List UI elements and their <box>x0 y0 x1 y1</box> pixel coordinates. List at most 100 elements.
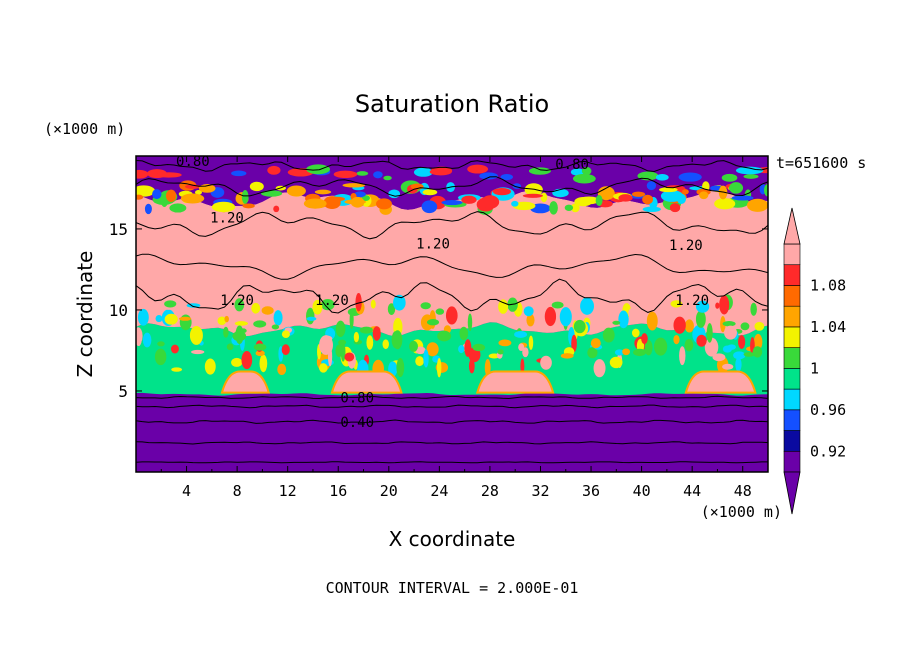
field-texture <box>684 338 694 352</box>
colorbar-over-arrow <box>783 207 801 245</box>
field-texture <box>721 173 738 182</box>
colorbar-segment <box>783 347 801 369</box>
field-texture <box>318 363 328 373</box>
field-texture <box>335 344 344 358</box>
field-texture <box>712 353 726 362</box>
field-texture <box>678 172 702 182</box>
field-texture <box>223 326 229 338</box>
field-texture <box>273 310 283 326</box>
contour-label-text: 0.80 <box>555 157 589 173</box>
field-texture <box>349 310 354 329</box>
field-texture <box>437 330 452 342</box>
chart-title: Saturation Ratio <box>355 90 549 118</box>
field-texture <box>170 344 179 354</box>
field-texture <box>251 302 261 314</box>
field-texture <box>392 330 403 350</box>
field-texture <box>724 325 737 340</box>
field-texture <box>655 174 669 181</box>
contour-label-text: 1.20 <box>416 237 450 253</box>
field-texture <box>194 311 200 316</box>
field-texture <box>498 339 512 347</box>
colorbar-segment <box>783 326 801 348</box>
contour-line <box>136 253 768 280</box>
y-axis: 5 10 15 <box>109 220 768 401</box>
field-texture <box>333 170 358 179</box>
field-texture <box>654 337 668 356</box>
contour-label: 0.80 <box>340 390 374 406</box>
field-texture <box>355 293 362 312</box>
x-tick-label: 28 <box>481 482 499 500</box>
field-texture <box>426 319 440 326</box>
field-texture <box>679 346 686 366</box>
field-texture <box>729 182 744 194</box>
colorbar-segment <box>783 388 801 411</box>
field-texture <box>436 357 442 378</box>
field-texture <box>388 189 401 199</box>
field-texture <box>695 300 710 313</box>
field-texture <box>271 324 280 330</box>
field-texture <box>754 321 765 331</box>
field-texture <box>136 194 144 200</box>
field-texture <box>415 356 424 367</box>
colorbar-segment <box>783 450 801 473</box>
field-texture <box>224 315 229 323</box>
field-texture <box>342 183 366 188</box>
field-texture <box>551 301 564 309</box>
field-texture <box>715 302 720 309</box>
field-texture <box>164 313 178 325</box>
x-tick-label: 40 <box>633 482 651 500</box>
field-texture <box>682 189 689 195</box>
field-texture <box>587 347 598 359</box>
contour-line <box>136 461 768 464</box>
colorbar-segment <box>783 243 801 266</box>
contour-label: 1.20 <box>210 211 244 227</box>
field-texture <box>467 313 473 332</box>
field-texture <box>344 352 355 362</box>
field-texture <box>241 190 249 204</box>
field-texture <box>323 196 341 209</box>
field-texture <box>670 300 683 308</box>
colorbar: 1.08 1.04 1 0.96 0.92 <box>783 207 846 515</box>
field-texture <box>612 320 621 325</box>
field-texture <box>522 347 529 358</box>
field-texture <box>472 343 486 352</box>
field-texture <box>435 308 445 315</box>
field-texture <box>356 171 369 176</box>
contour-label-text: 1.20 <box>220 293 254 309</box>
field-texture <box>564 204 574 211</box>
field-texture <box>497 349 504 355</box>
field-texture <box>152 189 162 200</box>
field-texture <box>382 339 389 350</box>
colorbar-tick-label: 1.04 <box>810 318 846 336</box>
x-tick-label: 44 <box>683 482 701 500</box>
field-texture <box>526 313 535 327</box>
field-texture <box>242 203 255 209</box>
field-texture <box>602 327 615 343</box>
field-texture <box>618 194 633 202</box>
field-texture <box>520 358 525 374</box>
field-texture <box>327 346 333 367</box>
x-tick-label: 32 <box>531 482 549 500</box>
field-texture <box>743 174 759 179</box>
contour-line <box>136 441 768 445</box>
field-texture <box>644 339 653 356</box>
field-texture <box>350 196 365 208</box>
field-texture <box>241 351 253 370</box>
field-texture <box>194 190 203 195</box>
field-texture <box>226 343 234 351</box>
field-texture <box>461 195 477 204</box>
colorbar-tick-label: 1.08 <box>810 276 846 294</box>
field-texture <box>396 358 405 377</box>
field-texture <box>336 321 346 336</box>
contour-label: 1.20 <box>220 293 254 309</box>
field-texture <box>312 299 323 315</box>
field-texture <box>136 169 149 179</box>
field-texture <box>253 320 267 328</box>
field-texture <box>231 357 243 367</box>
x-tick-label: 20 <box>380 482 398 500</box>
contour-label-text: 1.20 <box>669 238 703 254</box>
field-texture <box>421 200 438 214</box>
field-texture <box>628 307 636 319</box>
contour-line <box>136 211 768 240</box>
field-texture <box>727 344 736 350</box>
